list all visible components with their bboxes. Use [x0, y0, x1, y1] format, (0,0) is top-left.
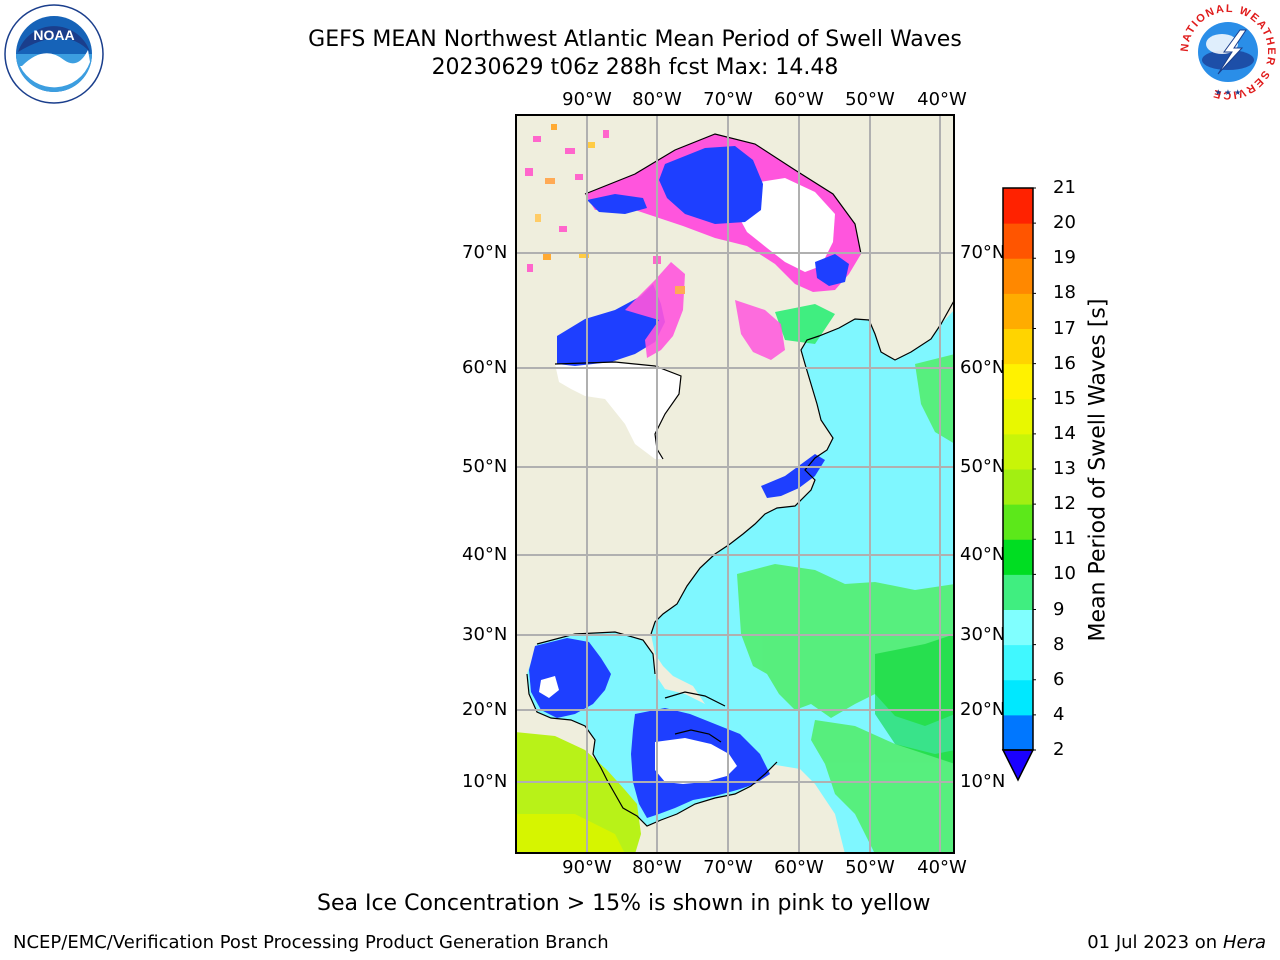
lon-label-top-40w: 40°W — [917, 89, 967, 110]
colorbar-segment — [1003, 469, 1033, 505]
colorbar-svg — [1001, 187, 1037, 782]
colorbar-tick-label: 4 — [1053, 703, 1065, 725]
colorbar-under-arrow — [1001, 749, 1035, 782]
colorbar-segment — [1003, 223, 1033, 259]
lat-label-left-40n: 40°N — [462, 544, 508, 565]
lat-label-right-70n: 70°N — [960, 242, 1006, 263]
colorbar-tick-label: 20 — [1053, 212, 1076, 234]
colorbar-segment — [1003, 714, 1033, 751]
noaa-logo-text: NOAA — [33, 27, 74, 43]
lat-label-left-70n: 70°N — [462, 242, 508, 263]
svg-text:★ ★ ★: ★ ★ ★ — [1215, 88, 1242, 97]
lon-label-bottom-40w: 40°W — [917, 857, 967, 878]
lat-label-right-40n: 40°N — [960, 544, 1006, 565]
lon-label-bottom-70w: 70°W — [703, 857, 753, 878]
colorbar-segment — [1003, 293, 1033, 329]
lat-label-left-50n: 50°N — [462, 456, 508, 477]
lat-label-left-10n: 10°N — [462, 771, 508, 792]
colorbar-tick-label: 9 — [1053, 598, 1065, 620]
map-frame — [515, 114, 955, 854]
colorbar-tick-label: 21 — [1053, 177, 1076, 198]
colorbar-tick-label: 18 — [1053, 282, 1076, 304]
colorbar-tick-label: 19 — [1053, 247, 1076, 269]
footer-credit: NCEP/EMC/Verification Post Processing Pr… — [13, 932, 609, 953]
colorbar — [1000, 186, 1037, 786]
lat-label-right-60n: 60°N — [960, 357, 1006, 378]
lon-label-bottom-50w: 50°W — [845, 857, 895, 878]
map-svg — [515, 114, 956, 854]
colorbar-tick-label: 2 — [1053, 739, 1065, 760]
baffin-blue — [659, 146, 763, 224]
arctic-ice-dots — [525, 124, 685, 294]
colorbar-tick-label: 10 — [1053, 563, 1076, 585]
colorbar-tick-label: 14 — [1053, 422, 1076, 444]
lon-label-bottom-80w: 80°W — [632, 857, 682, 878]
caribbean-white — [655, 738, 737, 784]
nws-logo: NATIONAL WEATHER SERVICE ★ ★ ★ — [1178, 2, 1278, 102]
colorbar-tick-label: 17 — [1053, 317, 1076, 339]
colorbar-segment — [1003, 328, 1033, 365]
colorbar-tick-label: 11 — [1053, 528, 1076, 550]
colorbar-tick-label: 16 — [1053, 352, 1076, 374]
colorbar-segment — [1003, 258, 1033, 294]
colorbar-segment — [1003, 609, 1033, 646]
lat-label-right-20n: 20°N — [960, 699, 1006, 720]
lon-label-top-60w: 60°W — [774, 89, 824, 110]
ocean-gulf-blue — [529, 638, 611, 718]
colorbar-title: Mean Period of Swell Waves [s] — [1085, 298, 1111, 642]
colorbar-segment — [1003, 504, 1033, 540]
colorbar-segment — [1003, 363, 1033, 400]
lon-label-top-70w: 70°W — [703, 89, 753, 110]
lat-label-right-50n: 50°N — [960, 456, 1006, 477]
colorbar-segment — [1003, 188, 1033, 224]
colorbar-segment — [1003, 679, 1033, 716]
colorbar-tick-label: 13 — [1053, 458, 1076, 479]
lon-label-bottom-90w: 90°W — [562, 857, 612, 878]
gulf-white — [539, 676, 559, 698]
lat-label-right-30n: 30°N — [960, 624, 1006, 645]
chart-title: GEFS MEAN Northwest Atlantic Mean Period… — [308, 27, 962, 52]
map-panel — [515, 114, 956, 854]
colorbar-segment — [1003, 574, 1033, 610]
map-grid — [515, 114, 955, 854]
chart-subtitle: 20230629 t06z 288h fcst Max: 14.48 — [431, 55, 839, 80]
colorbar-tick-label: 6 — [1053, 668, 1065, 690]
colorbar-segment — [1003, 433, 1033, 470]
lon-label-top-80w: 80°W — [632, 89, 682, 110]
colorbar-tick-label: 12 — [1053, 493, 1076, 515]
colorbar-tick-label: 8 — [1053, 633, 1065, 655]
colorbar-segment — [1003, 539, 1033, 575]
lat-label-left-60n: 60°N — [462, 357, 508, 378]
footer-machine: Hera — [1222, 932, 1266, 953]
footer-date: 01 Jul 2023 on Hera — [1087, 932, 1266, 953]
ice-note: Sea Ice Concentration > 15% is shown in … — [317, 891, 931, 916]
footer-date-text: 01 Jul 2023 on — [1087, 932, 1223, 953]
lat-label-left-30n: 30°N — [462, 624, 508, 645]
colorbar-tick-label: 15 — [1053, 387, 1076, 409]
colorbar-segment — [1003, 644, 1033, 681]
noaa-logo: NOAA — [4, 4, 104, 104]
lat-label-right-10n: 10°N — [960, 771, 1006, 792]
lon-label-bottom-60w: 60°W — [774, 857, 824, 878]
lat-label-left-20n: 20°N — [462, 699, 508, 720]
colorbar-segment — [1003, 398, 1033, 435]
lon-label-top-90w: 90°W — [562, 89, 612, 110]
lon-label-top-50w: 50°W — [845, 89, 895, 110]
